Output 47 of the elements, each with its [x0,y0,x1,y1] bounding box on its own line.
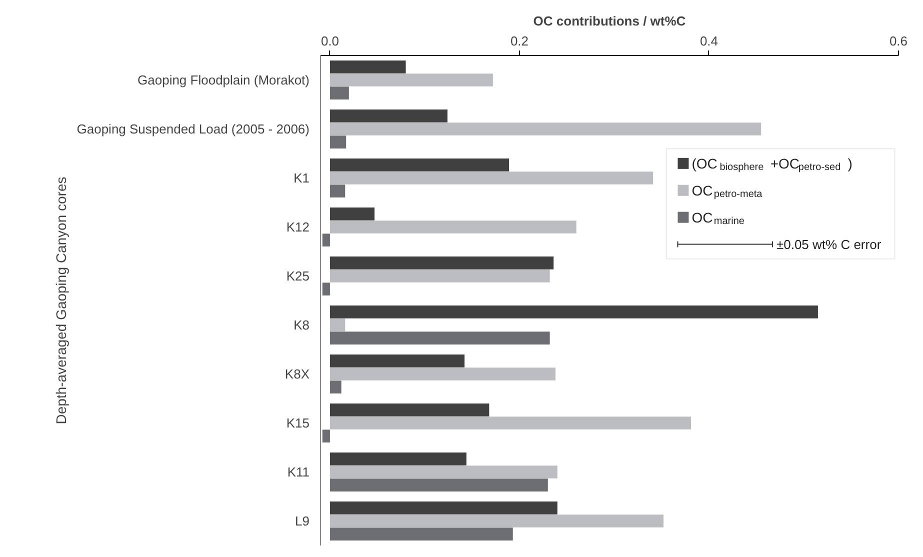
y-tick-label: K15 [286,416,310,430]
bar [330,368,556,380]
bar [330,74,493,86]
bar [330,172,654,184]
bar [330,478,548,492]
bar [330,60,406,74]
x-tick-label: 0.0 [320,34,340,48]
bar [330,184,346,198]
x-tick-label: 0.4 [700,34,718,48]
y-tick-label: K11 [287,464,310,480]
bar [330,528,513,540]
bar [330,404,490,416]
bar [322,430,330,442]
x-axis-title: OC contributions / wt%C [533,14,686,28]
y-tick-label: L9 [295,514,310,528]
y-tick-label: K25 [286,268,310,284]
bar [330,256,554,270]
y-tick-label: K8 [294,318,310,332]
bar [330,306,818,318]
bar [322,282,330,296]
bar [330,136,346,148]
y-tick-label: Gaoping Suspended Load (2005 - 2006) [76,122,310,136]
y-tick-label: Gaoping Floodplain (Morakot) [138,72,310,88]
bar [330,318,346,332]
bar [330,380,342,394]
bar [330,354,465,368]
bar [330,122,762,136]
bar [330,86,349,100]
y-tick-label: K8X [284,366,310,382]
bar [330,466,558,478]
y-tick-label: K1 [294,170,310,186]
y-axis-title: Depth-averaged Gaoping Canyon cores [52,176,69,424]
bar [330,220,576,234]
x-tick-label: 0.6 [889,34,908,48]
bar [322,234,330,246]
bar [330,270,550,282]
bar [330,158,510,172]
bar [330,502,558,514]
x-tick-label: 0.2 [510,34,529,48]
bar [330,452,466,466]
bar [330,416,691,430]
bar [330,332,550,344]
bar [330,514,664,528]
annotation: ±0.05 wt% C error [776,236,882,252]
y-tick-label: K12 [286,220,310,234]
bar [330,110,448,122]
bar [330,208,375,220]
